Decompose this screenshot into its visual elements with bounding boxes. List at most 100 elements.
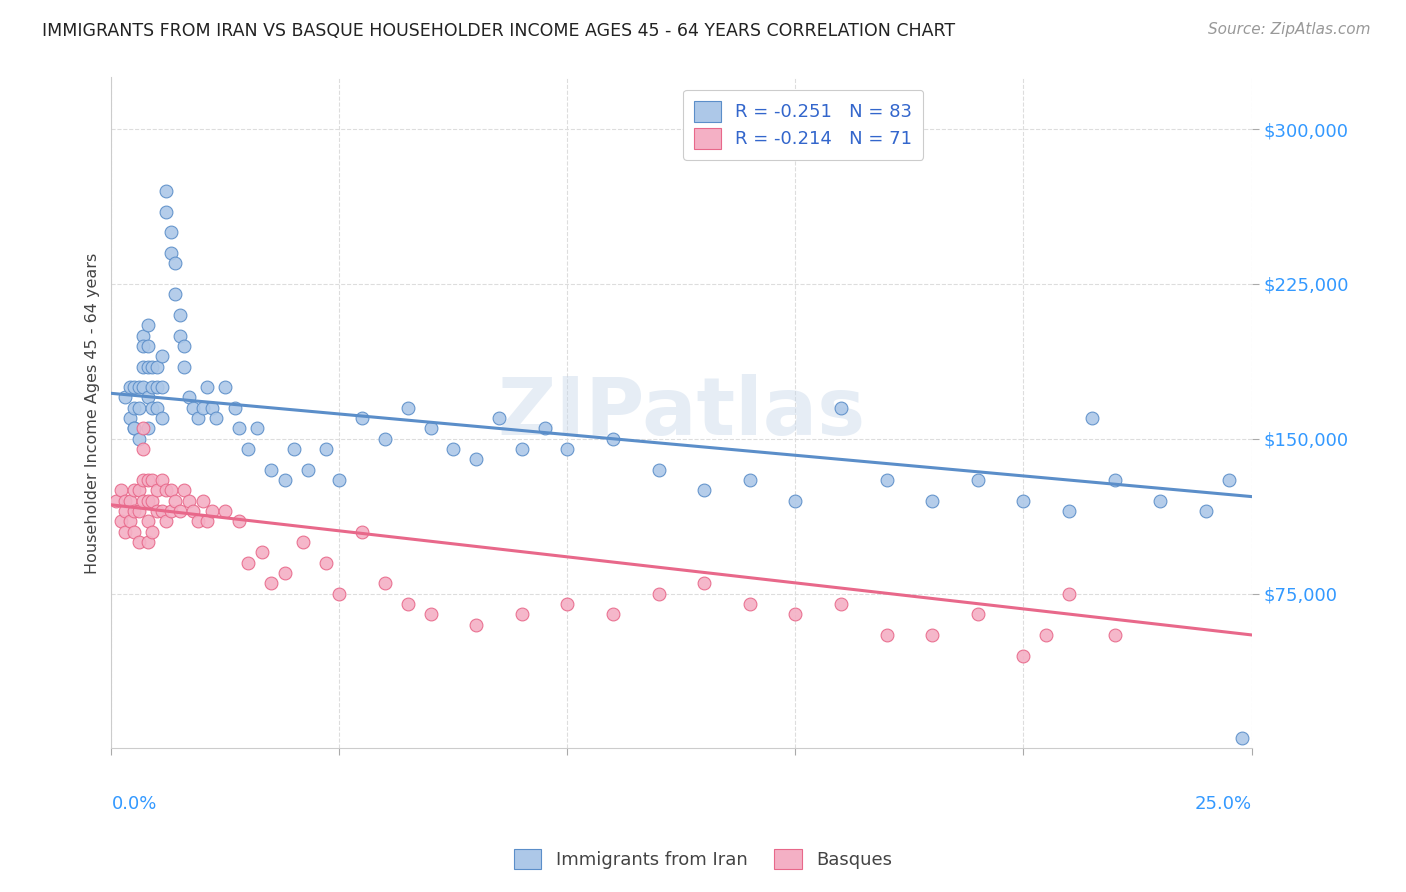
Point	[122, 421, 145, 435]
Point	[146, 401, 169, 415]
Point	[291, 535, 314, 549]
Point	[510, 607, 533, 622]
Point	[738, 473, 761, 487]
Point	[1057, 504, 1080, 518]
Point	[191, 401, 214, 415]
Point	[146, 483, 169, 498]
Point	[114, 391, 136, 405]
Point	[136, 359, 159, 374]
Point	[328, 586, 350, 600]
Point	[352, 411, 374, 425]
Point	[173, 359, 195, 374]
Point	[273, 566, 295, 580]
Text: 25.0%: 25.0%	[1194, 796, 1251, 814]
Point	[195, 514, 218, 528]
Point	[173, 483, 195, 498]
Point	[374, 576, 396, 591]
Point	[738, 597, 761, 611]
Point	[169, 308, 191, 322]
Point	[214, 504, 236, 518]
Point	[159, 225, 181, 239]
Point	[419, 421, 441, 435]
Point	[238, 556, 260, 570]
Point	[224, 401, 246, 415]
Point	[146, 504, 169, 518]
Point	[136, 535, 159, 549]
Text: 0.0%: 0.0%	[111, 796, 157, 814]
Point	[228, 514, 250, 528]
Point	[693, 483, 716, 498]
Point	[165, 493, 187, 508]
Point	[155, 514, 177, 528]
Point	[250, 545, 273, 559]
Point	[169, 328, 191, 343]
Point	[273, 473, 295, 487]
Legend: R = -0.251   N = 83, R = -0.214   N = 71: R = -0.251 N = 83, R = -0.214 N = 71	[683, 90, 924, 160]
Point	[967, 473, 990, 487]
Point	[141, 493, 163, 508]
Point	[830, 597, 852, 611]
Y-axis label: Householder Income Ages 45 - 64 years: Householder Income Ages 45 - 64 years	[86, 252, 100, 574]
Point	[132, 339, 155, 353]
Point	[136, 391, 159, 405]
Point	[647, 586, 669, 600]
Point	[187, 514, 209, 528]
Point	[141, 401, 163, 415]
Point	[128, 504, 150, 518]
Text: Source: ZipAtlas.com: Source: ZipAtlas.com	[1208, 22, 1371, 37]
Point	[150, 473, 173, 487]
Point	[205, 411, 228, 425]
Point	[173, 339, 195, 353]
Point	[602, 432, 624, 446]
Point	[647, 463, 669, 477]
Point	[132, 421, 155, 435]
Point	[1104, 628, 1126, 642]
Point	[533, 421, 555, 435]
Point	[602, 607, 624, 622]
Point	[128, 401, 150, 415]
Point	[159, 504, 181, 518]
Point	[122, 504, 145, 518]
Point	[136, 318, 159, 333]
Point	[183, 401, 205, 415]
Point	[1012, 493, 1035, 508]
Point	[141, 380, 163, 394]
Point	[141, 473, 163, 487]
Point	[1104, 473, 1126, 487]
Point	[830, 401, 852, 415]
Point	[352, 524, 374, 539]
Point	[114, 493, 136, 508]
Point	[136, 514, 159, 528]
Point	[110, 514, 132, 528]
Point	[396, 597, 419, 611]
Point	[132, 442, 155, 456]
Point	[159, 483, 181, 498]
Point	[228, 421, 250, 435]
Point	[785, 607, 807, 622]
Point	[465, 617, 488, 632]
Point	[465, 452, 488, 467]
Point	[128, 535, 150, 549]
Point	[1081, 411, 1104, 425]
Point	[165, 256, 187, 270]
Point	[141, 359, 163, 374]
Point	[921, 493, 943, 508]
Point	[155, 204, 177, 219]
Point	[238, 442, 260, 456]
Point	[315, 556, 337, 570]
Point	[122, 421, 145, 435]
Point	[128, 483, 150, 498]
Point	[132, 493, 155, 508]
Point	[118, 411, 141, 425]
Point	[419, 607, 441, 622]
Point	[876, 628, 898, 642]
Point	[150, 349, 173, 363]
Point	[104, 493, 127, 508]
Point	[396, 401, 419, 415]
Point	[118, 514, 141, 528]
Point	[122, 483, 145, 498]
Point	[183, 504, 205, 518]
Point	[169, 504, 191, 518]
Point	[132, 359, 155, 374]
Point	[128, 432, 150, 446]
